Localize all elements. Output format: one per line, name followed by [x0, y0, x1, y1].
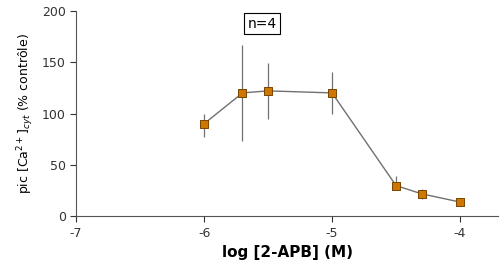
X-axis label: log [2-APB] (M): log [2-APB] (M): [222, 246, 353, 260]
Point: [392, 184, 400, 188]
Y-axis label: pic [Ca$^{2+}$]$_{cyt}$ (% contrôle): pic [Ca$^{2+}$]$_{cyt}$ (% contrôle): [16, 33, 36, 194]
Point: [200, 122, 208, 126]
Point: [328, 91, 336, 95]
Point: [456, 200, 464, 204]
Point: [238, 91, 246, 95]
Point: [264, 89, 272, 93]
Point: [418, 192, 426, 196]
Text: n=4: n=4: [247, 17, 277, 31]
